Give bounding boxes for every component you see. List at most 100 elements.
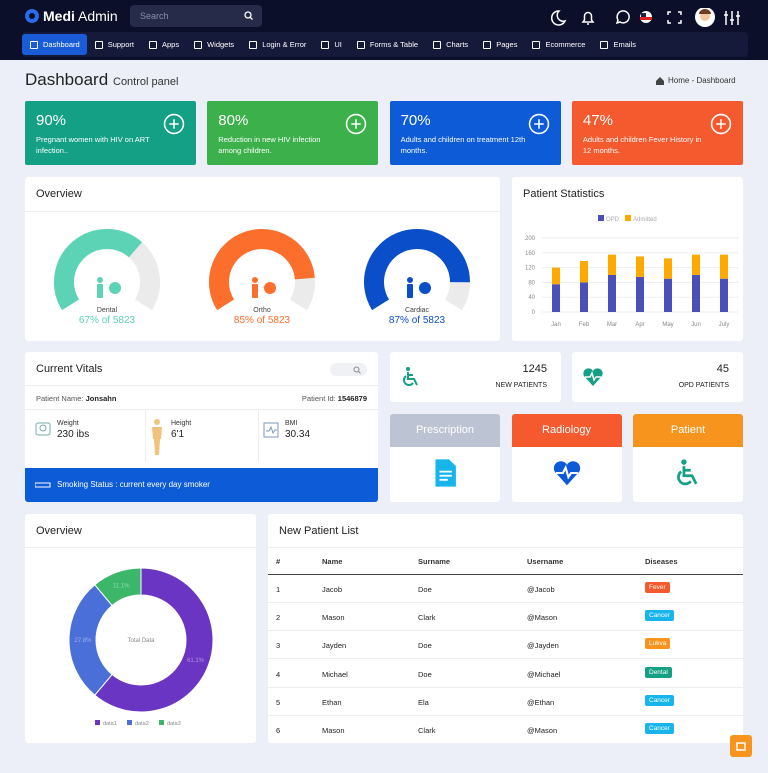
settings-icon[interactable] <box>724 11 740 25</box>
patient-list-card: New Patient List <box>268 514 743 743</box>
nav-icon <box>194 40 203 49</box>
tile-icon <box>553 461 580 486</box>
nav-item[interactable]: Forms & Table <box>349 34 425 55</box>
tile[interactable]: Radiology <box>511 414 622 502</box>
icon-part <box>346 113 367 135</box>
bar-segment <box>720 254 728 279</box>
x-tick-label: Jun <box>691 322 701 328</box>
x-tick-label: Jan <box>551 322 561 328</box>
nav-item[interactable]: Charts <box>425 34 475 55</box>
card-title: Patient Statistics <box>523 188 605 200</box>
patient-name-label: Patient Name: <box>36 394 84 403</box>
notification-icon[interactable] <box>581 11 595 25</box>
donut-segment <box>94 567 142 607</box>
nav-item[interactable]: Login & Error <box>241 34 313 55</box>
column-header: Surname <box>418 557 451 566</box>
x-tick-label: Mar <box>607 322 617 328</box>
stat-text: Pregnant women with HIV on ART infection… <box>36 135 150 155</box>
logo: Medi Admin <box>43 8 118 24</box>
nav-item[interactable]: Ecommerce <box>524 34 592 55</box>
tile[interactable]: Patient <box>633 414 743 502</box>
icon-part <box>681 459 687 465</box>
row-rule <box>268 686 743 688</box>
stat-text: Adults and children on treatment 12th mo… <box>400 135 526 155</box>
tile-label: Patient <box>670 424 706 436</box>
nav-item[interactable]: Apps <box>141 34 186 55</box>
dark-mode-icon[interactable] <box>550 10 567 26</box>
metric-value: 230 ibs <box>57 429 90 440</box>
smoking-icon <box>35 482 51 488</box>
tile-header: Prescription <box>390 414 500 447</box>
search-box[interactable]: Search <box>130 5 262 27</box>
icon-part <box>403 375 414 386</box>
gauge-label: Ortho <box>253 307 271 314</box>
nav-item[interactable]: Pages <box>475 34 524 55</box>
nav-label: Forms & Table <box>369 40 419 49</box>
x-tick-label: May <box>662 322 673 328</box>
icon-part <box>439 470 452 481</box>
nav-item[interactable]: UI <box>313 34 349 55</box>
count-card: 1245 NEW PATIENTS <box>390 352 561 402</box>
donut-value-label: 27.8% <box>74 638 92 644</box>
stat-card: 47% Adults and children Fever History in … <box>571 101 743 165</box>
tile[interactable]: Prescription <box>390 414 500 502</box>
card-title: Current Vitals <box>36 363 103 375</box>
icon-part <box>528 113 549 135</box>
gauge-icon <box>97 284 103 298</box>
nav-item[interactable]: Emails <box>592 34 643 55</box>
avatar[interactable] <box>695 8 715 27</box>
nav-label: Charts <box>446 40 469 49</box>
floating-button[interactable] <box>730 735 752 757</box>
vitals-search[interactable] <box>330 363 367 376</box>
chat-icon[interactable] <box>615 10 630 25</box>
disease-badge: Dental <box>645 666 672 678</box>
y-tick-label: 120 <box>525 266 536 272</box>
patient-id-label: Patient Id: <box>301 394 336 403</box>
icon-part <box>163 113 185 135</box>
nav-item[interactable]: Support <box>87 34 141 55</box>
table-cell: 5 <box>276 697 281 707</box>
icon-part <box>406 367 410 371</box>
donut-value-label: 11.1% <box>113 583 130 589</box>
legend-swatch <box>159 720 164 725</box>
nav-item[interactable]: Widgets <box>186 34 241 55</box>
nav-item[interactable]: Dashboard <box>22 34 87 55</box>
stat-value: 90% <box>36 112 67 129</box>
table-cell: @Jayden <box>527 641 559 651</box>
metric-value: 6'1 <box>171 429 185 440</box>
gauge-icon <box>109 282 121 294</box>
metric-label: Height <box>171 420 192 427</box>
bar-segment <box>552 284 560 312</box>
flag-icon[interactable] <box>640 11 652 23</box>
divider <box>25 385 378 386</box>
table-cell: @Mason <box>527 613 558 623</box>
card-title: Overview <box>36 188 82 200</box>
nav-icon <box>600 40 609 49</box>
table-cell: 3 <box>276 641 281 651</box>
page-title: Dashboard <box>25 70 109 89</box>
fullscreen-icon[interactable] <box>667 11 682 24</box>
icon-part <box>351 119 362 129</box>
patient-statistics-card: Patient Statistics <box>512 177 743 341</box>
logo-icon <box>25 9 39 23</box>
breadcrumb-current: Dashboard <box>696 76 736 85</box>
count-label: OPD PATIENTS <box>678 382 729 389</box>
x-tick-label: Feb <box>579 322 590 328</box>
tile-icon <box>677 459 698 486</box>
nav-label: UI <box>334 40 342 49</box>
stat-icon <box>346 113 367 135</box>
smoking-bar: Smoking Status : current every day smoke… <box>25 468 378 502</box>
count-value: 1245 <box>522 363 547 375</box>
disease-badge: Cancer <box>645 723 674 734</box>
legend-label: OPD <box>606 217 620 223</box>
table-cell: Jacob <box>322 585 343 594</box>
table-cell: Mason <box>322 726 345 735</box>
patient-id: Patient Id: 1546879 <box>302 394 367 403</box>
y-tick-label: 40 <box>528 295 535 301</box>
patient-name: Patient Name: Jonsahn <box>36 394 116 403</box>
table-cell: Doe <box>418 641 432 651</box>
row-rule <box>268 602 743 603</box>
count-icon <box>583 368 603 386</box>
table-cell: @Mason <box>527 726 558 735</box>
breadcrumb-home[interactable]: Home <box>668 76 690 85</box>
